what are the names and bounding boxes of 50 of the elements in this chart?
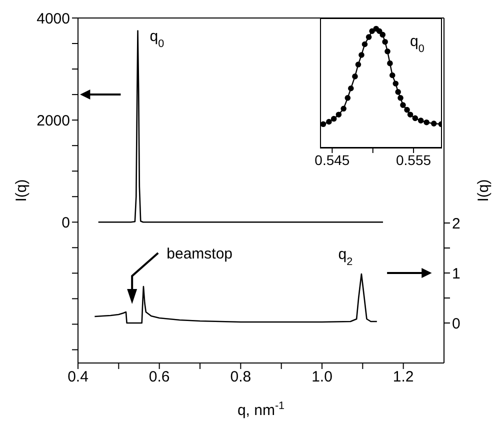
point bbox=[412, 115, 418, 122]
point bbox=[389, 72, 396, 78]
point bbox=[362, 41, 368, 48]
y2-axis-title: I(q) bbox=[475, 179, 492, 202]
point bbox=[382, 38, 388, 45]
point bbox=[380, 32, 386, 38]
point bbox=[355, 62, 362, 68]
y-tick-label: 2000 bbox=[36, 112, 70, 130]
point bbox=[352, 74, 358, 80]
point bbox=[336, 112, 342, 118]
x-tick-label: 0.545 bbox=[314, 152, 350, 168]
y-axis-title: I(q) bbox=[13, 179, 30, 202]
y-tick-label: 0 bbox=[62, 214, 70, 232]
point bbox=[326, 118, 332, 125]
point bbox=[348, 85, 354, 92]
point bbox=[424, 119, 430, 126]
point bbox=[384, 48, 390, 54]
x-tick-label: 1.0 bbox=[312, 368, 332, 386]
annotation: beamstop bbox=[166, 246, 233, 262]
point bbox=[330, 116, 337, 122]
point bbox=[358, 52, 364, 58]
point bbox=[340, 106, 346, 112]
point bbox=[387, 60, 393, 66]
annotation: q$_{0}$ bbox=[150, 28, 164, 50]
point bbox=[369, 28, 375, 34]
x-tick-label: 0.4 bbox=[68, 368, 88, 386]
point bbox=[398, 95, 404, 101]
point bbox=[430, 120, 437, 126]
annotation: q$_{0}$ bbox=[410, 33, 424, 55]
annotation: q$_{2}$ bbox=[338, 246, 353, 268]
point bbox=[366, 34, 372, 40]
point bbox=[344, 95, 351, 101]
point bbox=[404, 106, 410, 113]
x-tick-label: 1.2 bbox=[392, 368, 414, 386]
point bbox=[395, 89, 401, 95]
line-series bbox=[94, 273, 378, 324]
x-axis-title: q, nm$^{-1}$ bbox=[237, 400, 285, 419]
point bbox=[376, 28, 382, 34]
y2-tick-label: 1 bbox=[452, 265, 460, 282]
y2-tick-label: 2 bbox=[452, 215, 460, 232]
point bbox=[407, 112, 414, 118]
point bbox=[418, 118, 424, 124]
y-tick-label: 4000 bbox=[36, 10, 70, 28]
x-tick-label: 0.555 bbox=[396, 152, 432, 168]
x-tick-label: 0.8 bbox=[230, 368, 252, 386]
x-tick-label: 0.6 bbox=[148, 368, 170, 386]
point bbox=[400, 102, 406, 108]
line-series bbox=[98, 30, 384, 223]
y2-tick-label: 0 bbox=[452, 315, 460, 332]
point bbox=[392, 80, 399, 86]
